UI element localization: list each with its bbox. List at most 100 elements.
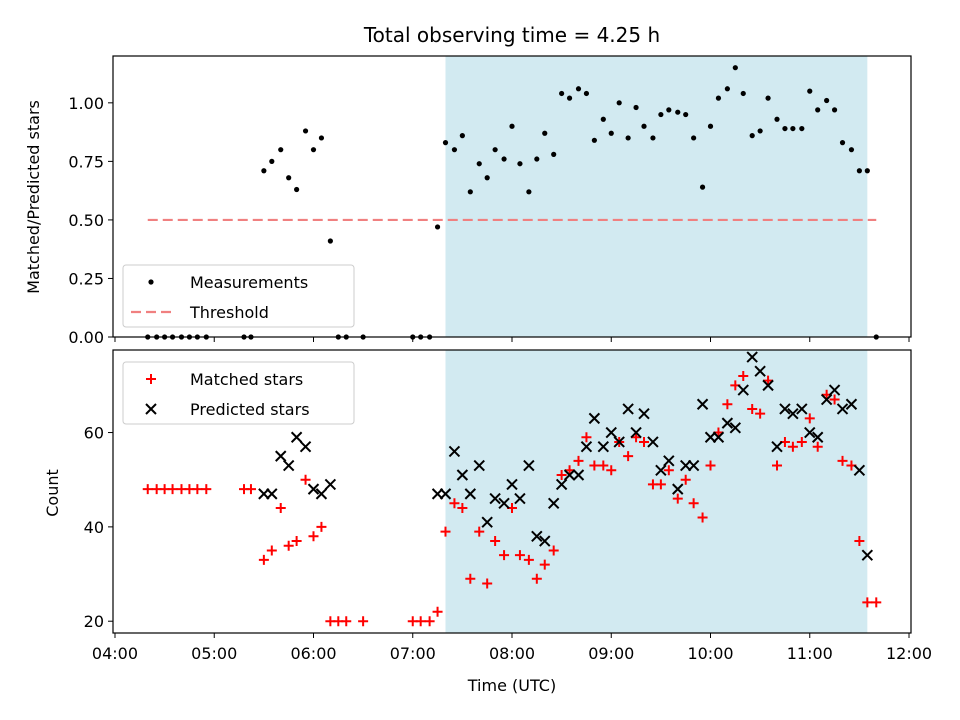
measurement-point [765,95,771,101]
predicted-star-point [572,469,585,481]
predicted-star-point [299,440,312,453]
measurement-point [318,135,325,141]
top-panel: 0.00 0.25 0.50 0.75 1.00 Measurements Threshol… [68,55,912,347]
measurement-point [327,238,333,244]
matched-star-point [482,578,493,589]
predicted-star-point [804,426,816,439]
measurement-point [542,130,548,136]
x-tick-label: 06:00 [290,644,336,663]
measurement-point [286,175,292,181]
matched-star-point [415,616,426,627]
predicted-star-point [282,459,295,472]
x-tick-label: 12:00 [886,644,932,663]
x-axis-title: Time (UTC) [467,676,556,695]
measurement-point [148,279,154,285]
predicted-star-point [754,365,766,377]
predicted-star-point [820,393,833,406]
matched-star-point [258,554,269,565]
predicted-star-point [489,492,501,505]
measurement-point [807,88,813,94]
measurement-point [591,137,597,143]
matched-star-point [854,536,865,547]
observing-window-shade [445,56,868,337]
predicted-star-point [523,459,535,472]
predicted-star-point [580,440,593,453]
x-tick-label: 10:00 [687,644,733,663]
matched-star-point [680,474,691,485]
matched-star-point [201,484,212,495]
predicted-star-point [630,426,642,439]
matched-star-point [755,408,766,419]
measurement-point [442,140,449,146]
predicted-star-point [712,431,725,443]
predicted-star-point [787,407,799,420]
measurement-point [699,184,706,190]
x-tick-label: 04:00 [92,644,138,663]
matched-star-point [449,498,460,509]
measurement-point [831,107,838,113]
measurement-point [310,147,317,153]
matched-star-point [291,536,302,547]
measurement-point [434,224,441,230]
x-tick-label: 11:00 [787,644,833,663]
predicted-star-point [721,417,734,429]
y-tick-label: 1.00 [68,94,104,113]
predicted-star-point [687,459,700,472]
measurement-point [732,65,738,71]
measurement-point [650,135,656,141]
series-predicted-stars [258,351,874,561]
matched-star-point [862,597,873,608]
predicted-star-point [448,445,461,458]
measurement-point [675,109,681,115]
predicted-star-point [622,403,634,415]
measurement-point [294,186,300,193]
y-tick-label: 0.00 [68,328,104,347]
predicted-star-point [663,455,675,467]
predicted-star-point [563,469,576,481]
measurement-point [749,133,755,139]
matched-star-point [705,460,716,471]
predicted-star-point [762,379,774,392]
measurement-point [451,147,458,153]
legend: Measurements Threshold [122,264,355,328]
matched-star-point [300,474,311,485]
predicted-star-point [655,464,667,476]
matched-star-point [829,394,840,405]
matched-star-point [514,550,525,561]
matched-star-point [589,460,600,471]
measurement-point [476,161,482,167]
predicted-star-point [324,478,337,491]
predicted-star-point [771,440,783,453]
x-tick-label: 09:00 [588,644,634,663]
y-tick-label: 20 [84,612,104,631]
predicted-star-point [836,403,849,415]
matched-star-point [308,531,319,542]
predicted-star-point [506,478,518,491]
measurement-point [302,128,309,134]
measurement-point [864,168,870,174]
y-tick-label: 0.25 [68,269,104,288]
matched-star-point [655,479,666,490]
predicted-star-point [828,384,841,396]
matched-star-point [871,597,882,608]
matched-star-point [548,545,559,556]
matched-star-point [192,484,203,495]
matched-star-point [531,573,542,584]
predicted-star-point [473,459,485,472]
matched-star-point [474,526,485,537]
measurement-point [526,189,532,195]
measurement-point [278,147,284,153]
measurement-point [575,86,582,92]
predicted-star-point [853,464,866,476]
matched-star-point [772,460,783,471]
measurement-point [641,123,647,129]
series-measurements [145,65,879,340]
matched-star-point [623,451,634,462]
measurement-point [799,125,805,132]
measurement-point [740,90,746,97]
y-tick-label: 60 [84,424,104,443]
matched-star-point [812,441,823,452]
predicted-star-point [672,483,684,495]
measurement-point [492,147,498,153]
